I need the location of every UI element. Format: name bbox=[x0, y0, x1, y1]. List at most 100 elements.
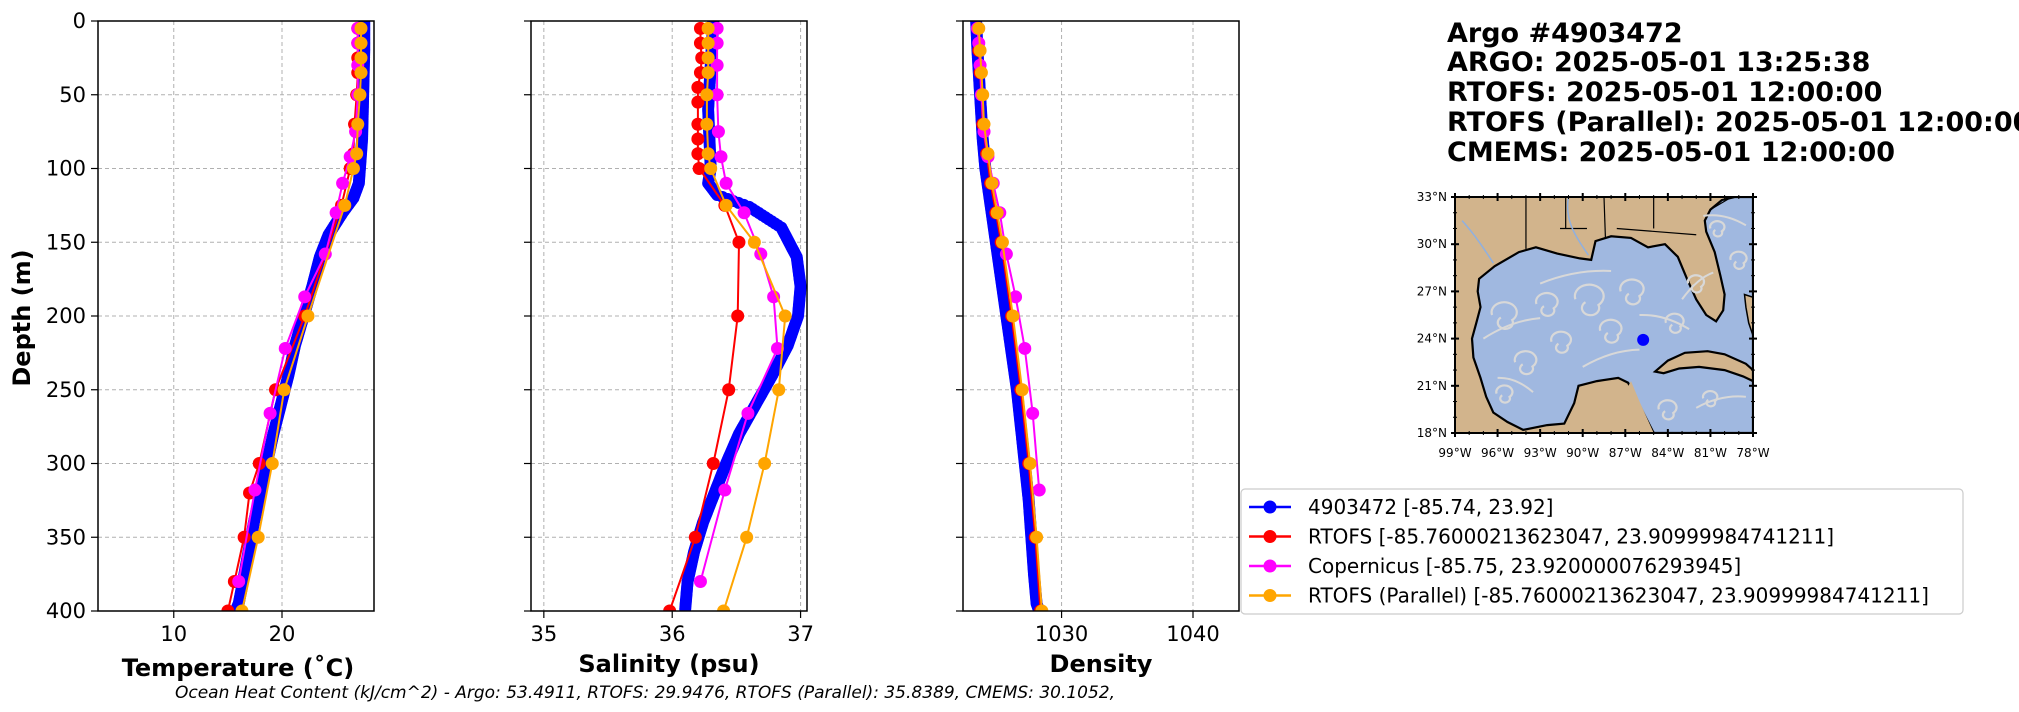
map-streamline bbox=[1490, 301, 1518, 330]
salinity-series-1-point bbox=[692, 162, 706, 175]
y-tick-label: 250 bbox=[46, 378, 86, 402]
temperature-series-3-point bbox=[235, 604, 249, 611]
salinity-series-2-point bbox=[770, 341, 784, 355]
legend-label: RTOFS (Parallel) [-85.76000213623047, 23… bbox=[1308, 584, 1929, 608]
map-lon-label: 96°W bbox=[1481, 446, 1514, 460]
density-series-3-point bbox=[972, 21, 986, 35]
x-tick-label: 35 bbox=[530, 622, 557, 646]
map-lon-label: 78°W bbox=[1736, 446, 1769, 460]
x-tick-label: 1030 bbox=[1035, 622, 1088, 646]
salinity-series-1-point bbox=[691, 147, 705, 161]
map-streamline bbox=[1598, 318, 1623, 344]
salinity-series-2-point bbox=[711, 125, 725, 139]
map-streamline bbox=[1539, 269, 1612, 285]
temperature-series-1-point bbox=[221, 604, 235, 611]
map-streamline bbox=[1619, 278, 1645, 306]
title-block: Argo #4903472 ARGO: 2025-05-01 13:25:38 … bbox=[1447, 18, 2019, 168]
map-river bbox=[1461, 220, 1494, 264]
legend-label: Copernicus [-85.75, 23.920000076293945] bbox=[1308, 554, 1741, 578]
map-yucatan bbox=[1618, 381, 1654, 433]
density-series-3-point bbox=[973, 44, 987, 57]
density-series-3-point bbox=[974, 66, 988, 80]
temperature-series-3-point bbox=[346, 162, 360, 175]
salinity-series-3-point bbox=[701, 66, 715, 80]
map-streamline bbox=[1534, 291, 1559, 318]
argo-location-marker bbox=[1637, 333, 1650, 346]
temperature-series-2-point bbox=[248, 483, 262, 497]
legend-marker bbox=[1263, 559, 1277, 573]
density-series-3-point bbox=[995, 235, 1009, 249]
temperature-series-3-point bbox=[354, 21, 368, 35]
temperature-series-3-point bbox=[353, 88, 367, 102]
map-lat-label: 24°N bbox=[1417, 332, 1447, 346]
salinity-series-1-point bbox=[691, 80, 705, 94]
salinity-series-2-point bbox=[719, 176, 733, 190]
map-lon-label: 93°W bbox=[1524, 446, 1557, 460]
legend-label: 4903472 [-85.74, 23.92] bbox=[1308, 495, 1553, 519]
density-panel: 1030 1040 Density bbox=[956, 20, 1240, 678]
salinity-panel: 35 36 37 Salinity (psu) bbox=[524, 20, 814, 678]
salinity-series-3-point bbox=[700, 117, 714, 131]
map-streamline bbox=[1701, 389, 1719, 408]
x-tick-label: 37 bbox=[787, 622, 814, 646]
map-streamline bbox=[1582, 348, 1640, 368]
title-line-5: CMEMS: 2025-05-01 12:00:00 bbox=[1447, 137, 1895, 168]
temperature-series-3-point bbox=[354, 66, 368, 80]
map-cuba bbox=[1652, 350, 1753, 383]
salinity-series-2-point bbox=[710, 21, 724, 35]
salinity-series-2-point bbox=[693, 575, 707, 588]
map-streamline bbox=[1703, 214, 1747, 227]
temperature-series-2-point bbox=[336, 176, 350, 190]
title-line-4: RTOFS (Parallel): 2025-05-01 12:00:00 bbox=[1447, 107, 2019, 138]
salinity-series-3-point bbox=[758, 457, 772, 470]
map-river bbox=[1566, 197, 1590, 256]
salinity-series-2-point bbox=[710, 58, 724, 72]
y-tick-label: 100 bbox=[46, 157, 86, 181]
temperature-x-axis-label: Temperature (˚C) bbox=[122, 654, 355, 682]
density-series-3-point bbox=[1015, 383, 1029, 397]
salinity-series-1-point bbox=[732, 235, 746, 249]
map-lat-label: 27°N bbox=[1417, 284, 1447, 298]
temperature-panel: 0 50 100 150 200 250 300 350 400 10 20 Temperature … bbox=[46, 9, 375, 682]
density-series-3-point bbox=[1035, 604, 1049, 611]
salinity-series-2-point bbox=[718, 483, 732, 497]
map-lon-label: 99°W bbox=[1438, 446, 1471, 460]
map-state-border bbox=[1616, 227, 1697, 236]
map-lon-label: 90°W bbox=[1566, 446, 1599, 460]
legend-marker bbox=[1263, 500, 1277, 514]
density-series-2-point bbox=[1018, 341, 1032, 355]
temperature-series-1-line bbox=[226, 28, 359, 611]
density-series-2-point bbox=[1026, 406, 1040, 420]
map-streamline bbox=[1497, 376, 1534, 393]
map-streamline bbox=[1639, 313, 1690, 331]
salinity-series-3-point bbox=[701, 36, 715, 50]
map-streamline bbox=[1550, 330, 1572, 354]
map-streamline bbox=[1708, 220, 1726, 238]
temperature-series-3-point bbox=[251, 530, 265, 544]
salinity-series-3-point bbox=[747, 235, 761, 249]
density-series-2-point bbox=[1009, 290, 1023, 304]
density-series-2-point bbox=[1032, 483, 1046, 497]
x-tick-label: 36 bbox=[659, 622, 686, 646]
y-tick-label: 0 bbox=[73, 9, 86, 33]
x-tick-label: 20 bbox=[269, 622, 296, 646]
salinity-series-3-point bbox=[717, 604, 731, 611]
temperature-series-2-point bbox=[263, 406, 277, 420]
salinity-series-1-point bbox=[691, 117, 705, 131]
salinity-series-2-point bbox=[737, 206, 751, 220]
y-tick-label: 50 bbox=[59, 83, 86, 107]
map-streamline bbox=[1686, 274, 1706, 294]
y-axis-label: Depth (m) bbox=[8, 249, 36, 386]
y-tick-label: 350 bbox=[46, 525, 86, 549]
temperature-series-3-point bbox=[350, 147, 364, 161]
salinity-series-3-point bbox=[700, 88, 714, 102]
salinity-series-1-point bbox=[722, 383, 736, 397]
legend-frame bbox=[1240, 488, 1964, 615]
map-streamline bbox=[1729, 250, 1748, 270]
salinity-series-2-point bbox=[714, 150, 728, 164]
salinity-series-3-point bbox=[704, 162, 718, 175]
temperature-series-3-point bbox=[277, 383, 291, 397]
salinity-series-1-point bbox=[663, 604, 677, 611]
density-series-3-point bbox=[981, 147, 995, 161]
legend-label: RTOFS [-85.76000213623047, 23.9099998474… bbox=[1308, 525, 1834, 549]
